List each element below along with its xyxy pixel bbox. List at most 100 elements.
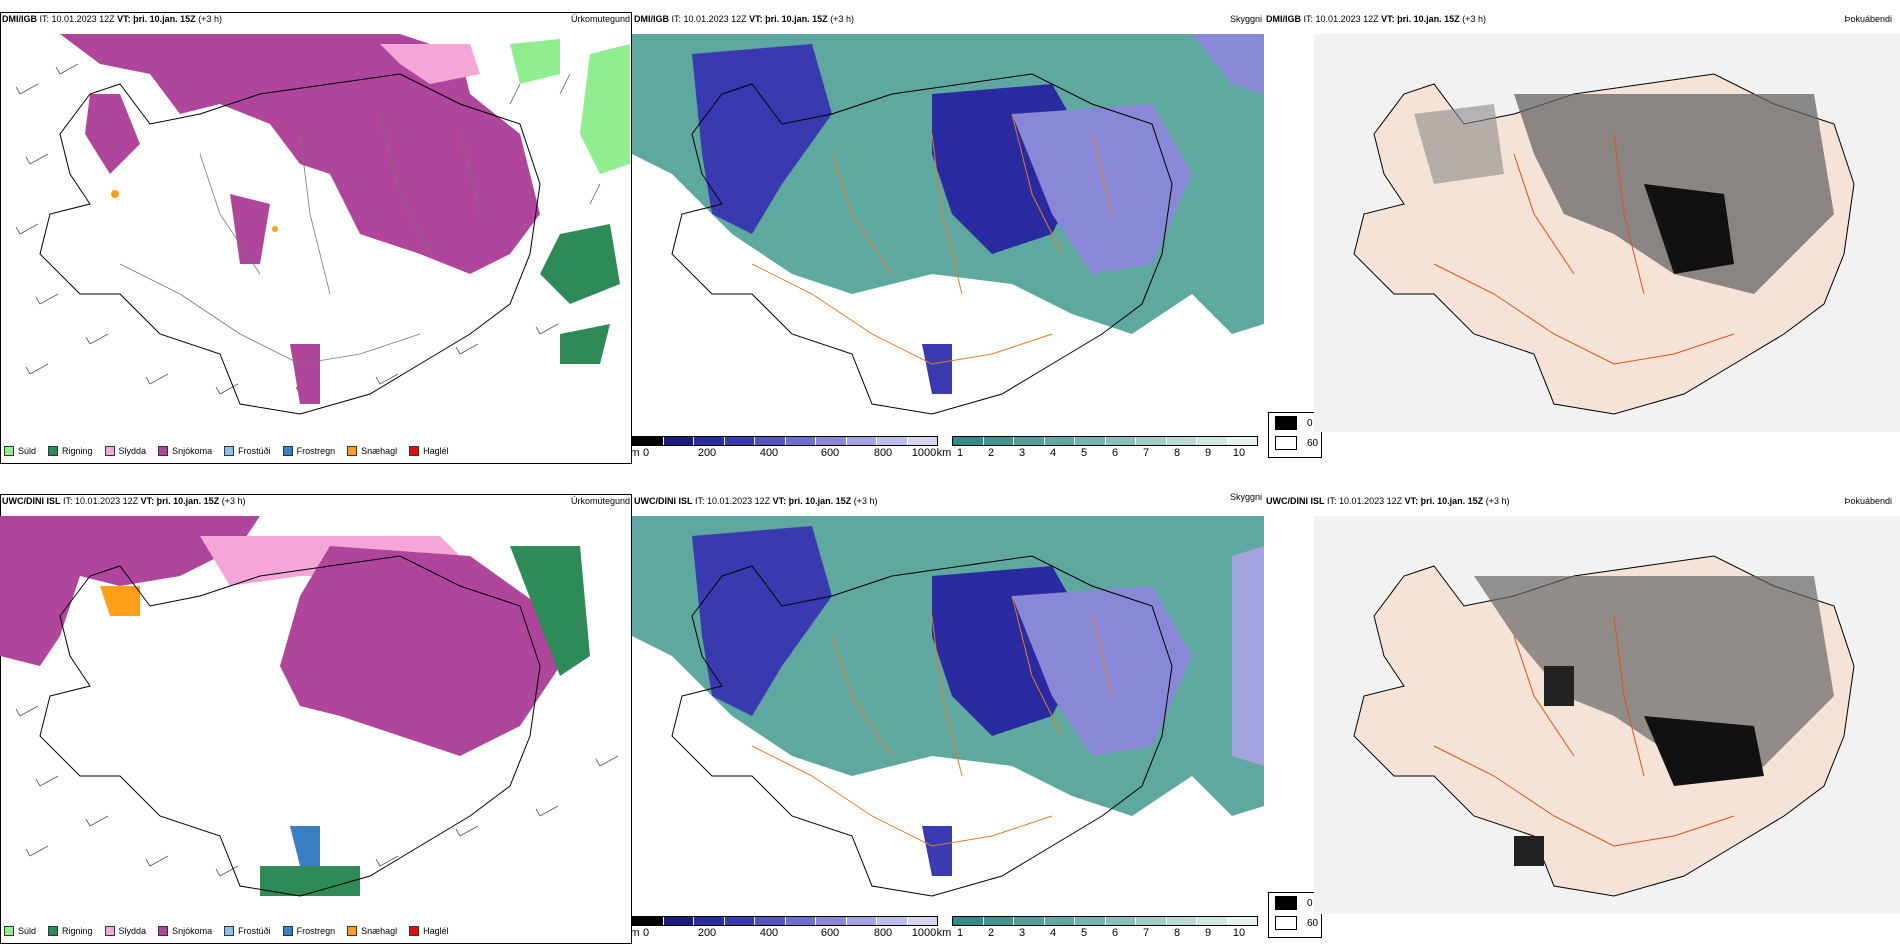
legend-label: 60 xyxy=(1307,437,1319,449)
colorbar-tick: 7 xyxy=(1142,927,1150,939)
colorbar-tick: 3 xyxy=(1018,447,1026,459)
precip-map xyxy=(15,34,630,415)
row2-cloud-legend: 0 60 xyxy=(1268,892,1322,938)
legend-label: Rigning xyxy=(62,926,93,936)
it-value: 10.01.2023 12Z xyxy=(1315,14,1379,24)
iceland-coastline xyxy=(39,73,541,415)
product-name: Skyggni xyxy=(1229,492,1262,502)
elevation-colorbar: m 0 200 400 600 800 1000 xyxy=(630,436,938,460)
it-label: IT: xyxy=(39,14,50,24)
colorbar-cells xyxy=(632,916,938,926)
elevation-colorbar: m 0 200 400 600 800 1000 xyxy=(630,916,938,940)
it-value: 10.01.2023 12Z xyxy=(683,14,747,24)
iceland-coastline xyxy=(39,555,541,897)
row1-precip-panel: DMI/IGB IT: 10.01.2023 12Z VT: þri. 10.j… xyxy=(0,12,632,464)
colorbar-tick: 6 xyxy=(1111,927,1119,939)
colorbar-tick: 10 xyxy=(1232,927,1246,939)
cloud-legend-item: 0 xyxy=(1269,413,1321,433)
it-value: 10.01.2023 12Z xyxy=(1339,496,1403,506)
lead-offset: (+3 h) xyxy=(1485,496,1510,506)
colorbar-unit: m xyxy=(630,447,640,459)
colorbar-tick: 8 xyxy=(1173,927,1181,939)
colorbar-ticks: km 1 2 3 4 5 6 7 8 9 10 xyxy=(937,446,1258,460)
colorbar-tick: 2 xyxy=(987,927,995,939)
panel-header: UWC/DINI ISL IT: 10.01.2023 12Z VT: þri.… xyxy=(1264,494,1900,508)
vt-value: þri. 10.jan. 15Z xyxy=(133,14,196,24)
colorbar-tick: 1000 xyxy=(911,927,937,939)
legend-swatch xyxy=(282,926,293,936)
colorbar-tick: 1000 xyxy=(911,447,937,459)
colorbar-tick: 8 xyxy=(1173,447,1181,459)
product-name: Þokuábendi xyxy=(1844,14,1892,24)
legend-label: Haglél xyxy=(423,446,449,456)
legend-label: Slydda xyxy=(118,926,147,936)
legend-label: Snjókoma xyxy=(172,446,213,456)
legend-item: Súld xyxy=(4,926,36,936)
visibility-map xyxy=(632,516,1264,897)
legend-label: Frostregn xyxy=(296,926,336,936)
legend-item: Haglél xyxy=(409,926,449,936)
visibility-map xyxy=(632,34,1264,415)
panel-header: DMI/IGB IT: 10.01.2023 12Z VT: þri. 10.j… xyxy=(632,12,1264,26)
colorbar-tick: 200 xyxy=(697,447,717,459)
roads xyxy=(1433,133,1735,365)
colorbar-tick: 10 xyxy=(1232,447,1246,459)
legend-item: Frostregn xyxy=(282,446,336,456)
legend-swatch xyxy=(1275,896,1297,910)
legend-label: Frostúði xyxy=(238,446,271,456)
legend-item: Rigning xyxy=(48,446,93,456)
product-name: Úrkomutegund xyxy=(570,14,630,24)
legend-label: Súld xyxy=(18,446,37,456)
colorbar-tick: 0 xyxy=(642,447,650,459)
fog-map xyxy=(1314,34,1900,432)
it-label: IT: xyxy=(63,496,73,506)
colorbar-cells xyxy=(952,916,1258,926)
legend-label: 60 xyxy=(1307,917,1319,929)
colorbar-unit: km xyxy=(936,927,952,939)
colorbar-tick: 800 xyxy=(873,927,893,939)
legend-item: Slydda xyxy=(104,926,147,936)
legend-label: Rigning xyxy=(62,446,93,456)
fog-map xyxy=(1314,516,1900,914)
legend-label: Snæhagl xyxy=(361,926,398,936)
legend-item: Frostúði xyxy=(224,446,271,456)
legend-swatch xyxy=(409,446,420,456)
visibility-colorbar: km 1 2 3 4 5 6 7 8 9 10 xyxy=(937,436,1258,460)
legend-swatch xyxy=(4,926,14,936)
wind-barbs xyxy=(15,63,619,395)
colorbar-ticks: km 1 2 3 4 5 6 7 8 9 10 xyxy=(937,926,1258,940)
visibility-colorbar: km 1 2 3 4 5 6 7 8 9 10 xyxy=(937,916,1258,940)
colorbar-tick: 7 xyxy=(1142,447,1150,459)
legend-swatch xyxy=(1275,436,1297,450)
legend-label: Haglél xyxy=(423,926,449,936)
colorbar-tick: 2 xyxy=(987,447,995,459)
vt-label: VT: xyxy=(772,496,787,506)
colorbar-cells xyxy=(632,436,938,446)
vt-value: þri. 10.jan. 15Z xyxy=(788,496,852,506)
iceland-coastline xyxy=(671,73,1173,415)
legend-label: Snæhagl xyxy=(361,446,398,456)
lead-offset: (+3 h) xyxy=(221,496,246,506)
lead-offset: (+3 h) xyxy=(830,14,854,24)
colorbar-tick: 9 xyxy=(1204,447,1212,459)
vt-value: þri. 10.jan. 15Z xyxy=(1420,496,1484,506)
legend-item: Rigning xyxy=(48,926,93,936)
product-name: Skyggni xyxy=(1229,14,1262,24)
vt-label: VT: xyxy=(140,496,155,506)
legend-swatch xyxy=(347,926,358,936)
legend-item: Frostregn xyxy=(282,926,336,936)
product-name: Úrkomutegund xyxy=(570,496,630,506)
it-value: 10.01.2023 12Z xyxy=(75,496,139,506)
legend-swatch xyxy=(48,446,59,456)
colorbar-tick: 1 xyxy=(956,927,964,939)
colorbar-tick: 200 xyxy=(697,927,717,939)
row1-cloud-legend: 0 60 xyxy=(1268,412,1322,458)
legend-item: Snæhagl xyxy=(347,446,397,456)
row2-fog-panel: UWC/DINI ISL IT: 10.01.2023 12Z VT: þri.… xyxy=(1264,494,1900,944)
precip-legend: Súld Rigning Slydda Snjókoma Frostúði Fr… xyxy=(4,926,461,936)
it-label: IT: xyxy=(1303,14,1314,24)
legend-label: Frostregn xyxy=(296,446,336,456)
legend-label: 0 xyxy=(1307,417,1313,429)
vt-label: VT: xyxy=(117,14,131,24)
it-label: IT: xyxy=(671,14,682,24)
